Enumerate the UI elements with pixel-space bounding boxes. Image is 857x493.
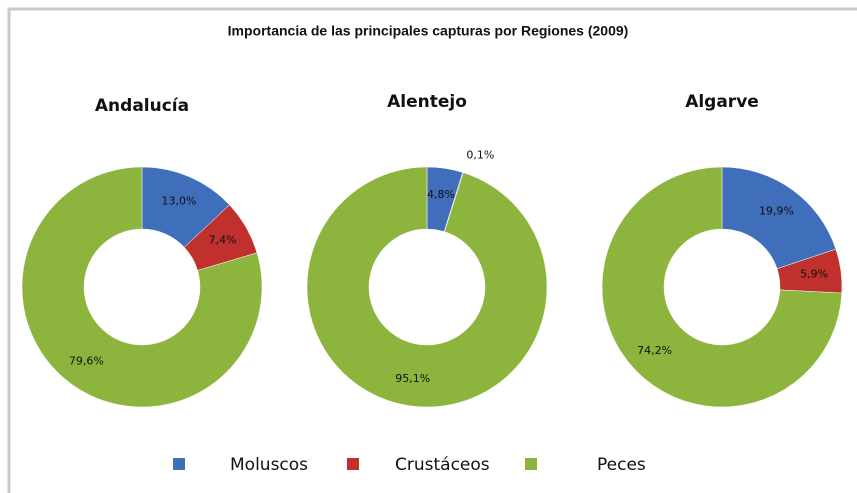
legend-swatch bbox=[347, 458, 359, 470]
data-label: 5,9% bbox=[800, 267, 828, 280]
frame bbox=[7, 7, 857, 493]
data-label: 19,9% bbox=[759, 205, 794, 218]
pie-title: Andalucía bbox=[95, 96, 189, 116]
legend-swatch bbox=[173, 458, 185, 470]
chart-title: Importancia de las principales capturas … bbox=[228, 23, 629, 39]
donut-segment bbox=[721, 166, 837, 270]
legend-label: Crustáceos bbox=[395, 455, 490, 475]
legend-swatch bbox=[525, 458, 537, 470]
legend-label: Peces bbox=[597, 455, 646, 475]
data-label: 13,0% bbox=[161, 195, 196, 208]
data-label: 74,2% bbox=[637, 344, 672, 357]
data-label: 0,1% bbox=[466, 148, 494, 161]
donut-segment bbox=[601, 166, 843, 408]
pie-title: Algarve bbox=[685, 92, 759, 112]
legend-label: Moluscos bbox=[230, 455, 308, 475]
donut-segment bbox=[21, 166, 263, 408]
pie-title: Alentejo bbox=[387, 92, 467, 112]
data-label: 4,8% bbox=[427, 188, 455, 201]
data-label: 7,4% bbox=[209, 234, 237, 247]
donut-segment bbox=[306, 166, 548, 408]
data-label: 95,1% bbox=[395, 372, 430, 385]
data-label: 79,6% bbox=[69, 355, 104, 368]
